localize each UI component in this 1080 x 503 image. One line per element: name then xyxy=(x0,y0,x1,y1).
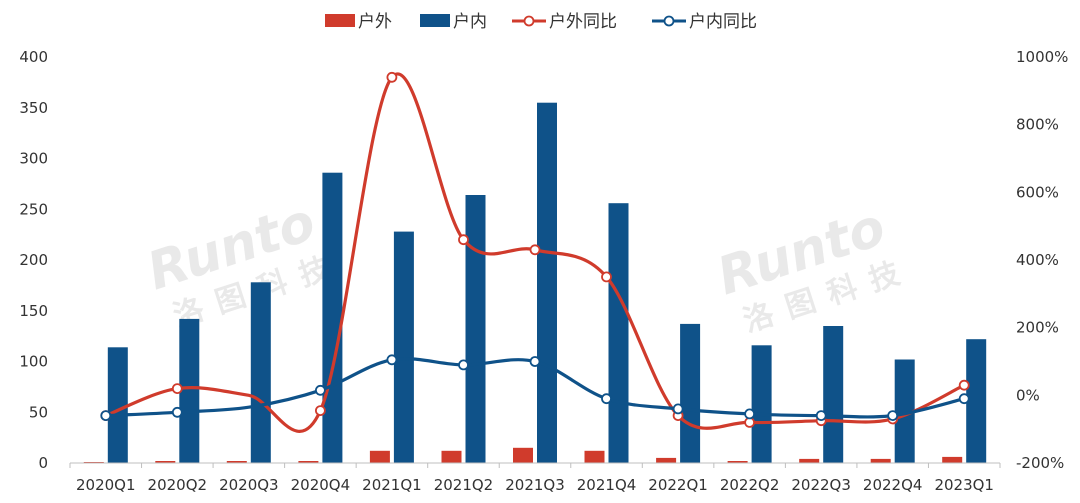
point-户内同比-2022Q4 xyxy=(887,410,899,422)
bar-户内-2021Q3 xyxy=(537,102,557,463)
bar-户内-2020Q4 xyxy=(322,172,343,463)
y-tick-label-150: 150 xyxy=(19,302,48,320)
bar-户外-2020Q2 xyxy=(155,461,176,463)
bar-户内-2020Q3 xyxy=(250,282,271,463)
point-户外同比-2021Q3 xyxy=(529,244,541,256)
point-户内同比-2022Q3 xyxy=(815,410,827,422)
x-tick-label-2023Q1: 2023Q1 xyxy=(934,476,994,494)
point-户内同比-2020Q1 xyxy=(100,410,112,422)
bar-户内-2020Q2 xyxy=(179,318,200,463)
point-户内同比-2021Q4 xyxy=(601,393,612,405)
y-tick-label-250: 250 xyxy=(19,200,48,218)
bar-户外-2021Q4 xyxy=(584,450,605,463)
point-户外同比-2021Q4 xyxy=(601,271,612,283)
axes-layer: 2020Q1 2020Q2 2020Q3 2020Q4 2021Q1 2021Q2 2021… xyxy=(19,48,1068,494)
y2-tick-label-1000%: 1000% xyxy=(1016,48,1068,66)
bar-户外-2021Q2 xyxy=(441,450,462,463)
legend-marker-户外同比 xyxy=(523,15,535,27)
legend-item-户内同比: 户内同比 xyxy=(652,12,757,32)
legend-item-户外: 户外 xyxy=(325,12,392,32)
y-tick-label-0: 0 xyxy=(38,454,48,472)
point-户内同比-2022Q1 xyxy=(672,403,684,415)
legend-label-户外: 户外 xyxy=(358,12,392,32)
x-tick-label-2021Q3: 2021Q3 xyxy=(505,476,565,494)
bar-户外-2022Q1 xyxy=(656,457,677,463)
bar-户外-2020Q4 xyxy=(298,461,319,463)
point-户外同比-2020Q4 xyxy=(314,405,326,417)
x-tick-label-2020Q4: 2020Q4 xyxy=(291,476,351,494)
y2-tick-label-0%: 0% xyxy=(1016,386,1040,404)
bar-户内-2022Q3 xyxy=(823,326,844,463)
point-户外同比-2020Q2 xyxy=(171,383,183,395)
x-tick-label-2021Q1: 2021Q1 xyxy=(362,476,422,494)
y-tick-label-350: 350 xyxy=(19,99,48,117)
bar-户内-2023Q1 xyxy=(966,339,987,463)
bar-户内-2021Q4 xyxy=(608,203,629,463)
legend: 户外 户内 户外同比 户内同比 xyxy=(325,12,757,32)
bar-户外-2022Q4 xyxy=(870,458,891,463)
bars-layer xyxy=(83,102,987,463)
legend-marker-户内同比 xyxy=(663,15,675,27)
legend-label-户内同比: 户内同比 xyxy=(689,12,757,32)
x-tick-label-2022Q4: 2022Q4 xyxy=(863,476,923,494)
x-tick-label-2021Q4: 2021Q4 xyxy=(577,476,637,494)
legend-swatch-户外 xyxy=(325,14,355,27)
x-tick-label-2020Q3: 2020Q3 xyxy=(219,476,279,494)
bar-户内-2022Q1 xyxy=(680,323,701,463)
y-tick-label-400: 400 xyxy=(19,48,48,66)
point-户外同比-2021Q2 xyxy=(458,234,469,246)
bar-户外-2021Q1 xyxy=(369,450,390,463)
bar-户外-2022Q2 xyxy=(727,461,748,463)
point-户外同比-2021Q1 xyxy=(386,71,398,83)
point-户内同比-2022Q2 xyxy=(744,408,755,420)
bar-户外-2021Q3 xyxy=(513,447,533,463)
y-tick-label-100: 100 xyxy=(19,353,48,371)
legend-label-户内: 户内 xyxy=(453,12,487,32)
bar-户外-2020Q3 xyxy=(226,461,247,463)
bar-户外-2023Q1 xyxy=(942,456,963,463)
y2-tick-label-200%: 200% xyxy=(1016,319,1059,337)
x-tick-label-2020Q2: 2020Q2 xyxy=(148,476,208,494)
bar-户内-2021Q2 xyxy=(465,195,486,463)
x-tick-label-2021Q2: 2021Q2 xyxy=(434,476,494,494)
line-户外同比 xyxy=(105,72,965,433)
legend-item-户外同比: 户外同比 xyxy=(512,12,617,32)
point-户内同比-2021Q3 xyxy=(529,356,541,367)
bar-户内-2022Q2 xyxy=(751,345,772,463)
legend-item-户内: 户内 xyxy=(420,12,487,32)
bar-户外-2022Q3 xyxy=(799,458,820,463)
y2-tick-label-800%: 800% xyxy=(1016,116,1059,134)
point-户内同比-2020Q4 xyxy=(314,384,326,396)
legend-label-户外同比: 户外同比 xyxy=(549,12,617,32)
x-tick-label-2022Q2: 2022Q2 xyxy=(720,476,780,494)
x-tick-label-2022Q1: 2022Q1 xyxy=(648,476,708,494)
x-tick-label-2020Q1: 2020Q1 xyxy=(76,476,136,494)
y2-tick-label-600%: 600% xyxy=(1016,183,1059,201)
point-户内同比-2021Q1 xyxy=(386,354,398,366)
bar-户内-2022Q4 xyxy=(894,359,915,463)
x-tick-label-2022Q3: 2022Q3 xyxy=(791,476,851,494)
point-户内同比-2020Q2 xyxy=(171,406,183,418)
y2-tick-label-400%: 400% xyxy=(1016,251,1059,269)
lines-layer xyxy=(100,71,970,433)
point-户内同比-2023Q1 xyxy=(958,393,970,405)
legend-swatch-户内 xyxy=(420,14,450,27)
y-tick-label-50: 50 xyxy=(29,403,48,421)
y2-tick-label--200%: -200% xyxy=(1016,454,1064,472)
y-tick-label-200: 200 xyxy=(19,251,48,269)
y-tick-label-300: 300 xyxy=(19,150,48,168)
bar-户内-2020Q1 xyxy=(107,347,128,463)
point-户内同比-2021Q2 xyxy=(458,359,469,371)
bar-户内-2021Q1 xyxy=(393,231,414,463)
point-户外同比-2023Q1 xyxy=(958,379,970,391)
